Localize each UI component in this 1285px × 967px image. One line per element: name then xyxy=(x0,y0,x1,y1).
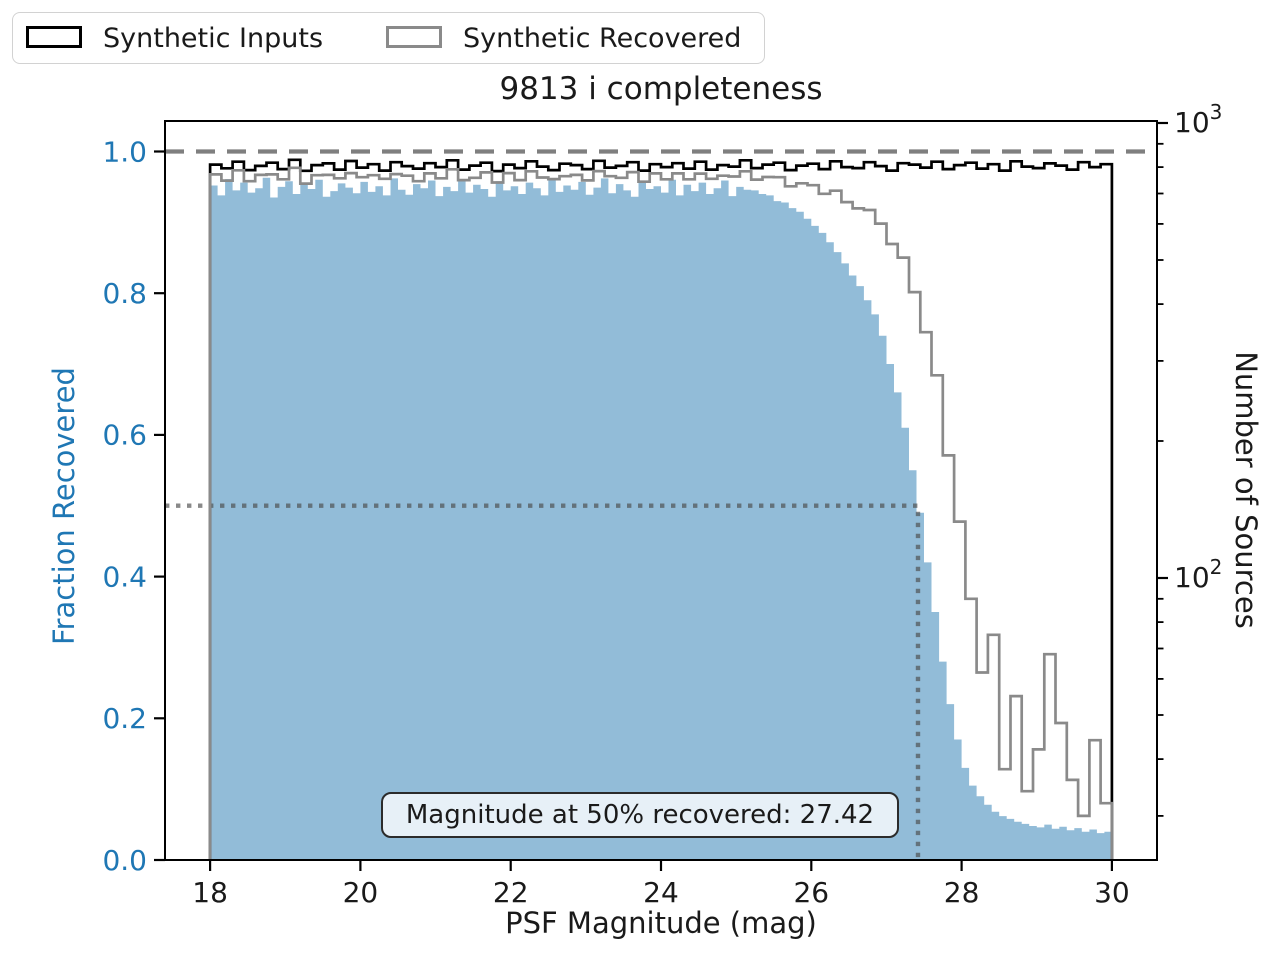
x-tick-label-26: 26 xyxy=(793,876,829,909)
page-title: 9813 i completeness xyxy=(499,71,823,107)
right-y-tick-label-10e2: 102 xyxy=(1174,555,1222,594)
x-tick-label-24: 24 xyxy=(643,876,679,909)
x-tick-label-20: 20 xyxy=(343,876,379,909)
fraction-recovered-histogram xyxy=(210,177,1112,860)
left-y-tick-label-0.0: 0.0 xyxy=(102,844,147,877)
synthetic-recovered-histogram xyxy=(208,166,1114,860)
legend: Synthetic Inputs Synthetic Recovered xyxy=(12,12,765,64)
synthetic-inputs-swatch xyxy=(26,26,82,48)
left-y-axis-label: Fraction Recovered xyxy=(47,367,81,645)
synthetic-recovered-swatch xyxy=(386,26,442,48)
x-tick-label-28: 28 xyxy=(944,876,980,909)
left-y-tick-label-0.4: 0.4 xyxy=(102,560,147,593)
x-tick-label-18: 18 xyxy=(192,876,228,909)
left-y-tick-label-0.2: 0.2 xyxy=(102,702,147,735)
right-y-axis-label: Number of Sources xyxy=(1229,351,1263,629)
left-y-tick-label-0.8: 0.8 xyxy=(102,277,147,310)
right-y-tick-label-10e3: 103 xyxy=(1174,100,1222,139)
mag50-annotation-box: Magnitude at 50% recovered: 27.42 xyxy=(381,792,899,838)
synthetic-recovered-label: Synthetic Recovered xyxy=(463,22,742,54)
left-y-tick-label-0.6: 0.6 xyxy=(102,419,147,452)
x-tick-label-22: 22 xyxy=(493,876,529,909)
x-axis-label: PSF Magnitude (mag) xyxy=(505,906,817,940)
mag50-annotation-text: Magnitude at 50% recovered: 27.42 xyxy=(405,800,875,830)
synthetic-inputs-histogram xyxy=(208,158,1114,860)
x-tick-label-30: 30 xyxy=(1094,876,1130,909)
synthetic-inputs-label: Synthetic Inputs xyxy=(103,22,324,54)
left-y-tick-label-1.0: 1.0 xyxy=(102,135,147,168)
